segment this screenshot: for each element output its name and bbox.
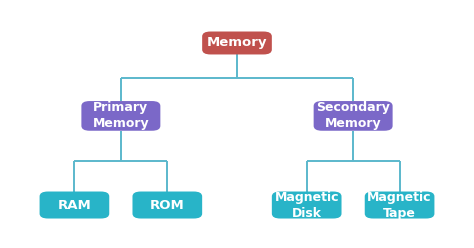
Text: Memory: Memory	[207, 36, 267, 50]
FancyBboxPatch shape	[82, 101, 160, 131]
Text: Primary
Memory: Primary Memory	[92, 101, 149, 130]
Text: ROM: ROM	[150, 198, 185, 212]
FancyBboxPatch shape	[365, 191, 434, 218]
Text: RAM: RAM	[57, 198, 91, 212]
FancyBboxPatch shape	[272, 191, 341, 218]
FancyBboxPatch shape	[39, 191, 109, 218]
Text: Magnetic
Tape: Magnetic Tape	[367, 190, 432, 219]
FancyBboxPatch shape	[202, 31, 272, 55]
Text: Magnetic
Disk: Magnetic Disk	[274, 190, 339, 219]
Text: Secondary
Memory: Secondary Memory	[316, 101, 390, 130]
FancyBboxPatch shape	[132, 191, 202, 218]
FancyBboxPatch shape	[314, 101, 392, 131]
